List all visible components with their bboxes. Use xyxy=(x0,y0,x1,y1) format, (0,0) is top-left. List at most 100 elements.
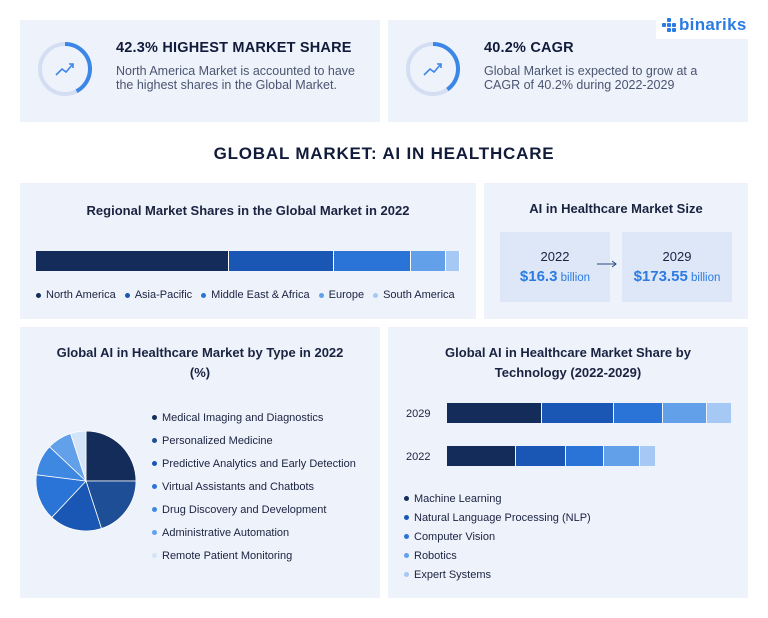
legend-label: Robotics xyxy=(414,549,457,562)
legend-item: Virtual Assistants and Chatbots xyxy=(152,475,356,498)
legend-label: Europe xyxy=(328,289,365,301)
bar-segment xyxy=(663,403,706,423)
stat-description: Global Market is expected to grow at a C… xyxy=(484,64,698,92)
stat-title: 42.3% HIGHEST MARKET SHARE xyxy=(116,40,352,56)
legend-item: Administrative Automation xyxy=(152,521,356,544)
bar-segment xyxy=(604,446,639,466)
type-legend: Medical Imaging and Diagnostics Personali… xyxy=(152,406,356,567)
legend-label: Drug Discovery and Development xyxy=(162,503,327,516)
legend-dot xyxy=(152,553,157,558)
market-size-card: AI in Healthcare Market Size 2022 $16.3 … xyxy=(484,183,748,319)
legend-item: Natural Language Processing (NLP) xyxy=(404,508,591,527)
legend-dot xyxy=(152,530,157,535)
bar-segment xyxy=(333,251,411,271)
pie-slice xyxy=(70,431,87,482)
legend-dot xyxy=(404,553,409,558)
legend-label: Expert Systems xyxy=(414,568,492,581)
legend-item: North America xyxy=(36,289,116,301)
stat-title: 40.2% CAGR xyxy=(484,40,574,56)
legend-dot xyxy=(318,292,324,298)
legend-item: Europe xyxy=(318,289,365,301)
legend-label: Administrative Automation xyxy=(162,526,290,539)
market-by-type-card: Global AI in Healthcare Market by Type i… xyxy=(20,327,380,598)
bar-segment xyxy=(445,251,460,271)
legend-item: South America xyxy=(373,289,455,301)
legend-item: Machine Learning xyxy=(404,489,591,508)
legend-label: South America xyxy=(383,289,455,301)
legend-dot xyxy=(373,292,379,298)
legend-item: Robotics xyxy=(404,546,591,565)
legend-item: Asia-Pacific xyxy=(124,289,193,301)
legend-dot xyxy=(152,461,157,466)
chart-title: Global AI in Healthcare Market by Type i… xyxy=(56,345,344,380)
technology-stacked-bar-chart: 2029 2022 xyxy=(406,403,731,466)
legend-label: Natural Language Processing (NLP) xyxy=(414,511,591,524)
bar-segment xyxy=(229,251,334,271)
legend-label: Machine Learning xyxy=(414,492,502,505)
legend-label: Personalized Medicine xyxy=(162,434,273,447)
chart-title: Regional Market Shares in the Global Mar… xyxy=(86,203,410,218)
legend-label: Asia-Pacific xyxy=(134,289,193,301)
legend-label: Middle East & Africa xyxy=(211,289,310,301)
legend-dot xyxy=(152,438,157,443)
legend-dot xyxy=(124,292,130,298)
legend-item: Drug Discovery and Development xyxy=(152,498,356,521)
size-value: $16.3 billion xyxy=(519,268,591,285)
logo-grid-icon xyxy=(662,18,676,32)
stat-card-market-share: 42.3% HIGHEST MARKET SHARE North America… xyxy=(20,20,380,122)
size-year: 2022 xyxy=(540,249,570,264)
bar-segment xyxy=(640,446,655,466)
brand-logo[interactable]: binariks xyxy=(656,11,752,39)
legend-item: Middle East & Africa xyxy=(201,289,310,301)
arrow-right-icon xyxy=(597,260,617,268)
size-year: 2029 xyxy=(662,249,692,264)
legend-item: Computer Vision xyxy=(404,527,591,546)
page-title: GLOBAL MARKET: AI IN HEALTHCARE xyxy=(213,144,555,163)
pie-slice xyxy=(85,431,136,482)
bar-segment xyxy=(614,403,662,423)
bar-segment xyxy=(447,403,541,423)
legend-dot xyxy=(404,496,409,501)
progress-ring xyxy=(38,42,92,96)
legend-item: Predictive Analytics and Early Detection xyxy=(152,452,356,475)
legend-label: Medical Imaging and Diagnostics xyxy=(162,411,324,424)
trend-up-icon xyxy=(423,63,442,76)
market-by-technology-card: Global AI in Healthcare Market Share by … xyxy=(388,327,748,598)
regional-legend: North America Asia-Pacific Middle East & A… xyxy=(36,289,476,301)
bar-segment xyxy=(447,446,515,466)
legend-dot xyxy=(152,484,157,489)
market-size-2022: 2022 $16.3 billion xyxy=(500,232,610,302)
bar-segment xyxy=(566,446,603,466)
legend-dot xyxy=(152,415,157,420)
legend-label: Remote Patient Monitoring xyxy=(162,549,293,562)
bar-segment xyxy=(542,403,613,423)
row-label: 2029 xyxy=(406,408,430,420)
legend-label: Computer Vision xyxy=(414,530,496,543)
progress-ring xyxy=(406,42,460,96)
legend-dot xyxy=(152,507,157,512)
brand-name: binariks xyxy=(679,15,747,34)
legend-dot xyxy=(404,572,409,577)
stat-description: North America Market is accounted to hav… xyxy=(116,64,356,92)
bar-segment xyxy=(707,403,731,423)
pie-slice xyxy=(51,480,102,531)
legend-dot xyxy=(201,292,207,298)
chart-title: Global AI in Healthcare Market Share by … xyxy=(445,345,691,380)
row-label: 2022 xyxy=(406,451,430,463)
technology-legend: Machine Learning Natural Language Process… xyxy=(404,489,591,584)
legend-label: Predictive Analytics and Early Detection xyxy=(162,457,356,470)
bar-segment xyxy=(36,251,230,271)
legend-item: Remote Patient Monitoring xyxy=(152,544,356,567)
regional-share-card: Regional Market Shares in the Global Mar… xyxy=(20,183,476,319)
legend-label: North America xyxy=(46,289,116,301)
size-value: $173.55 billion xyxy=(633,268,721,285)
legend-dot xyxy=(36,292,41,298)
type-pie-chart xyxy=(36,431,136,531)
trend-up-icon xyxy=(55,63,74,76)
legend-item: Personalized Medicine xyxy=(152,429,356,452)
market-size-title: AI in Healthcare Market Size xyxy=(529,201,703,216)
legend-item: Medical Imaging and Diagnostics xyxy=(152,406,356,429)
legend-dot xyxy=(404,515,409,520)
legend-item: Expert Systems xyxy=(404,565,591,584)
legend-label: Virtual Assistants and Chatbots xyxy=(162,480,315,493)
